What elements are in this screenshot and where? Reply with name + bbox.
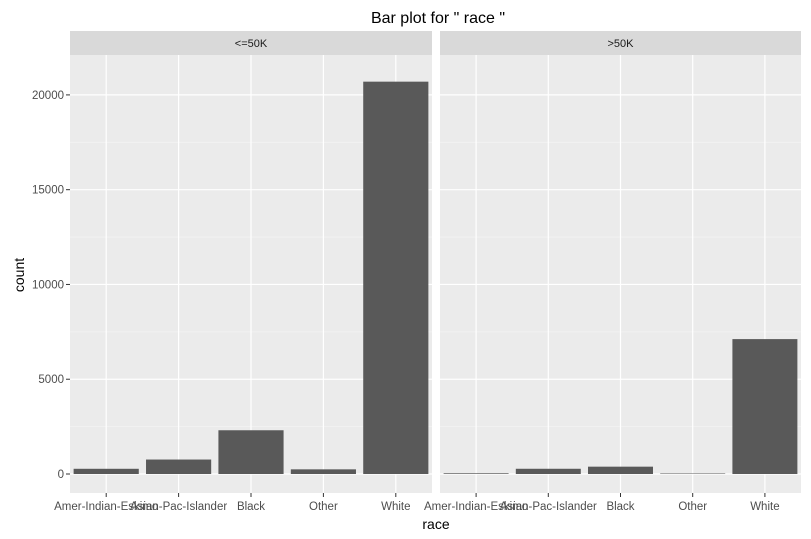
bar bbox=[443, 473, 509, 474]
bar bbox=[363, 81, 429, 475]
facet-strip-label: >50K bbox=[608, 38, 635, 50]
y-tick-label: 5000 bbox=[38, 374, 64, 386]
y-tick-label: 15000 bbox=[32, 185, 64, 197]
y-tick-label: 20000 bbox=[32, 90, 64, 102]
chart-title: Bar plot for " race " bbox=[371, 10, 505, 27]
y-axis-title: count bbox=[11, 258, 27, 292]
bar bbox=[146, 459, 212, 474]
bar bbox=[73, 468, 139, 474]
facet-strip bbox=[70, 31, 432, 55]
y-tick-label: 0 bbox=[58, 469, 64, 481]
y-tick-label: 10000 bbox=[32, 279, 64, 291]
x-tick-label: Asian-Pac-Islander bbox=[500, 501, 597, 513]
x-tick-label: Asian-Pac-Islander bbox=[130, 501, 227, 513]
bar bbox=[218, 430, 284, 474]
x-tick-label: Other bbox=[678, 501, 707, 513]
x-tick-label: White bbox=[381, 501, 410, 513]
x-tick-label: Black bbox=[237, 501, 265, 513]
facet-panels: <=50KAmer-Indian-EskimoAsian-Pac-Islande… bbox=[54, 31, 801, 513]
facet-panel: <=50K Amer-Indian-EskimoAsian-Pac-Islande… bbox=[54, 31, 432, 513]
x-tick-label: White bbox=[750, 501, 779, 513]
x-tick-label: Amer-Indian-Eskimo bbox=[424, 501, 528, 513]
y-axis: 0 5000 10000 15000 20000 bbox=[32, 90, 70, 481]
bar bbox=[515, 468, 581, 474]
x-tick-label: Amer-Indian-Eskimo bbox=[54, 501, 158, 513]
bar bbox=[290, 469, 356, 474]
x-axis-title: race bbox=[422, 516, 449, 532]
bar bbox=[588, 466, 653, 474]
facet-strip bbox=[440, 31, 801, 55]
x-tick-label: Other bbox=[309, 501, 338, 513]
facet-panel: >50K Amer-Indian-EskimoAsian-Pac-Islander… bbox=[424, 31, 801, 513]
facet-strip-label: <=50K bbox=[235, 38, 268, 50]
bar bbox=[732, 339, 798, 474]
x-tick-label: Black bbox=[606, 501, 634, 513]
